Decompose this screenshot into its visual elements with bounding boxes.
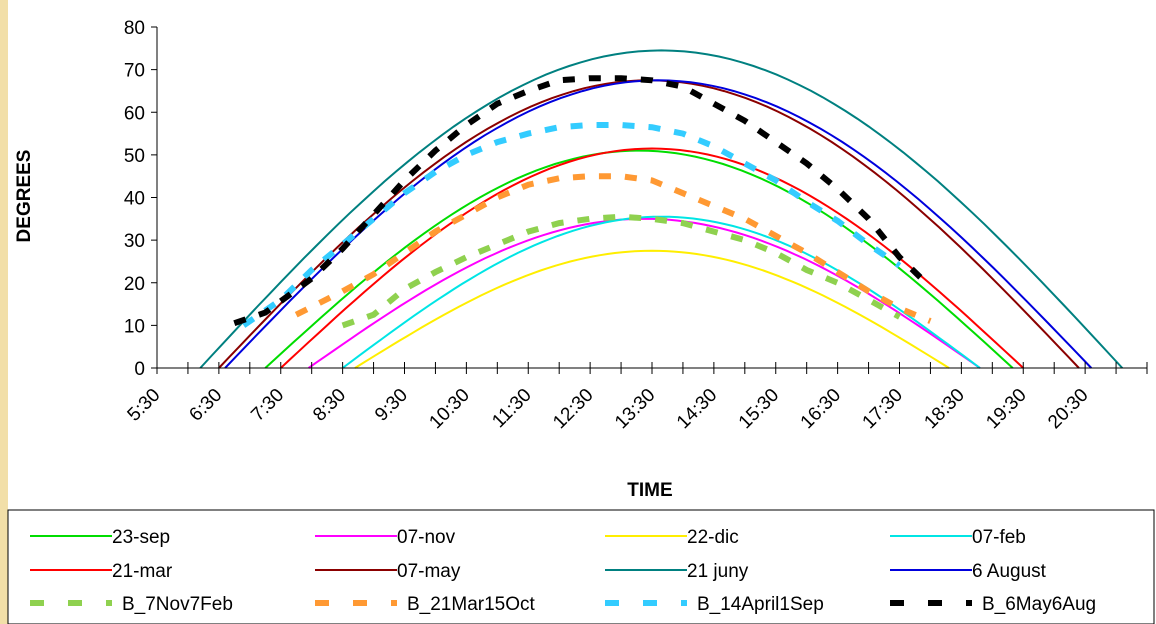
x-tick-label: 6:30 (185, 385, 226, 426)
x-tick-label: 17:30 (859, 385, 907, 433)
x-tick-label: 15:30 (735, 385, 783, 433)
y-tick-label: 40 (124, 189, 145, 210)
series-line-21-juny (199, 49, 1124, 369)
legend: 23-sep 07-nov 22-dic 07-feb 21-mar 07-may 21 j… (7, 509, 1155, 624)
y-tick-label: 20 (124, 274, 145, 295)
x-tick-label: 20:30 (1044, 385, 1092, 433)
y-tick-label: 0 (134, 359, 145, 380)
x-tick-label: 19:30 (982, 385, 1030, 433)
x-tick-label: 16:30 (797, 385, 845, 433)
x-tick-label: 10:30 (425, 385, 473, 433)
legend-label: B_7Nov7Feb (122, 594, 233, 615)
series-line-b-7nov7feb (341, 213, 901, 329)
series-line-22-dic (354, 249, 950, 369)
plot-area (199, 49, 1124, 369)
x-tick-label: 7:30 (247, 385, 288, 426)
legend-label: 21-mar (112, 561, 173, 582)
y-tick-label: 80 (124, 18, 145, 39)
x-tick-label: 5:30 (124, 385, 165, 426)
series-line-6-august (224, 79, 1093, 369)
x-tick-label: 14:30 (673, 385, 721, 433)
left-edge-strip (0, 0, 8, 624)
series-line-b-14april1sep (241, 122, 902, 328)
legend-label: 07-may (397, 561, 461, 582)
x-tick-label: 12:30 (549, 385, 597, 433)
legend-label: 22-dic (687, 527, 739, 548)
y-axis-label: DEGREES (14, 150, 35, 243)
x-axis-label: TIME (627, 480, 672, 501)
legend-label: 6 August (972, 561, 1047, 582)
y-tick-label: 70 (124, 61, 145, 82)
x-tick-label: 9:30 (371, 385, 412, 426)
series-line-23-sep (264, 149, 1014, 369)
legend-label: 07-nov (397, 527, 456, 548)
legend-label: B_6May6Aug (982, 594, 1096, 615)
legend-label: B_14April1Sep (697, 594, 824, 615)
series-line-07-feb (342, 215, 981, 369)
legend-label: 23-sep (112, 527, 170, 548)
y-tick-label: 60 (124, 103, 145, 124)
y-tick-label: 30 (124, 231, 145, 252)
legend-label: 21 juny (687, 561, 749, 582)
x-tick-label: 18:30 (920, 385, 968, 433)
series-line-b-6may6aug (233, 75, 933, 327)
legend-box (7, 509, 1155, 624)
x-tick-label: 13:30 (611, 385, 659, 433)
y-tick-label: 10 (124, 316, 145, 337)
x-tick-label: 8:30 (309, 385, 350, 426)
x-tick-label: 11:30 (488, 385, 535, 432)
legend-label: 07-feb (972, 527, 1026, 548)
legend-label: B_21Mar15Oct (407, 594, 536, 615)
series-line-b-21mar15oct (294, 173, 932, 324)
y-tick-label: 50 (124, 146, 145, 167)
